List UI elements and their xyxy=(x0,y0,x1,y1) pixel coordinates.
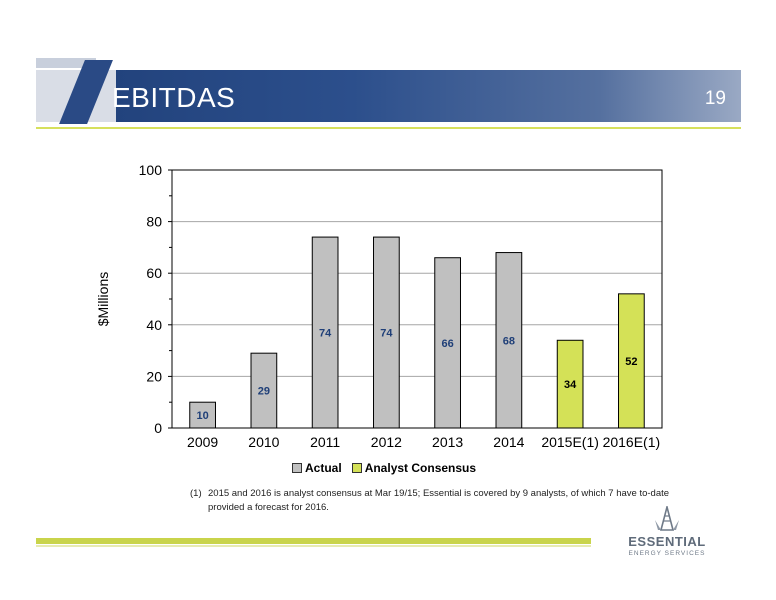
footnote-text: 2015 and 2016 is analyst consensus at Ma… xyxy=(208,488,670,513)
page-title: EBITDAS xyxy=(112,82,236,113)
bar xyxy=(434,257,461,429)
y-tick-label: 60 xyxy=(146,265,162,281)
x-tick-label: 2010 xyxy=(248,434,279,450)
y-tick-label: 80 xyxy=(146,214,162,230)
x-tick-label: 2016E(1) xyxy=(603,434,661,450)
plot-border xyxy=(171,169,663,429)
y-axis-label: $Millions xyxy=(95,272,111,326)
legend-item-actual: Actual xyxy=(292,461,342,475)
y-tick-label: 20 xyxy=(146,368,162,384)
y-tick-label: 0 xyxy=(154,420,162,436)
logo-wordmark: ESSENTIAL xyxy=(628,534,706,549)
derrick-icon xyxy=(655,506,679,531)
data-label: 74 xyxy=(380,328,393,340)
x-tick-label: 2015E(1) xyxy=(541,434,599,450)
x-tick-label: 2014 xyxy=(493,434,524,450)
page-number: 19 xyxy=(704,88,726,109)
legend-item-consensus: Analyst Consensus xyxy=(351,461,477,475)
bar-chart: 0 20 40 60 80 100 2009 10 2010 29 2011 74 2012 74 2013… xyxy=(95,162,663,450)
bar xyxy=(311,236,339,429)
plot-area xyxy=(172,170,662,428)
data-label: 74 xyxy=(319,328,332,340)
bar xyxy=(495,252,523,429)
x-tick-label: 2013 xyxy=(432,434,463,450)
legend-label-actual: Actual xyxy=(305,461,342,475)
x-tick-label: 2011 xyxy=(310,434,340,450)
footnote: (1) 2015 and 2016 is analyst consensus a… xyxy=(190,487,690,515)
header-rule xyxy=(36,127,741,129)
chart-legend: Actual Analyst Consensus xyxy=(292,461,486,475)
bar xyxy=(189,401,216,429)
data-label: 52 xyxy=(625,356,637,368)
bar xyxy=(556,339,584,429)
y-tick-label: 100 xyxy=(139,162,163,178)
data-label: 68 xyxy=(503,335,515,347)
header-accent-strip xyxy=(36,58,96,68)
x-tick-label: 2012 xyxy=(371,434,402,450)
data-label: 29 xyxy=(258,386,270,398)
footer-rule xyxy=(36,545,591,547)
company-logo: ESSENTIAL ENERGY SERVICES xyxy=(622,506,712,566)
footnote-marker: (1) xyxy=(190,488,202,499)
data-label: 66 xyxy=(442,338,454,350)
legend-swatch-actual xyxy=(292,463,302,473)
data-label: 34 xyxy=(564,379,577,391)
x-tick-label: 2009 xyxy=(187,434,218,450)
bar xyxy=(618,293,645,429)
bar xyxy=(373,236,400,429)
footer-bar xyxy=(36,538,591,544)
legend-label-consensus: Analyst Consensus xyxy=(364,461,477,475)
bar xyxy=(250,352,278,429)
y-tick-label: 40 xyxy=(146,317,162,333)
legend-swatch-consensus xyxy=(351,463,362,473)
header-band xyxy=(36,70,741,122)
logo-tagline: ENERGY SERVICES xyxy=(628,550,706,557)
data-label: 10 xyxy=(197,410,209,422)
